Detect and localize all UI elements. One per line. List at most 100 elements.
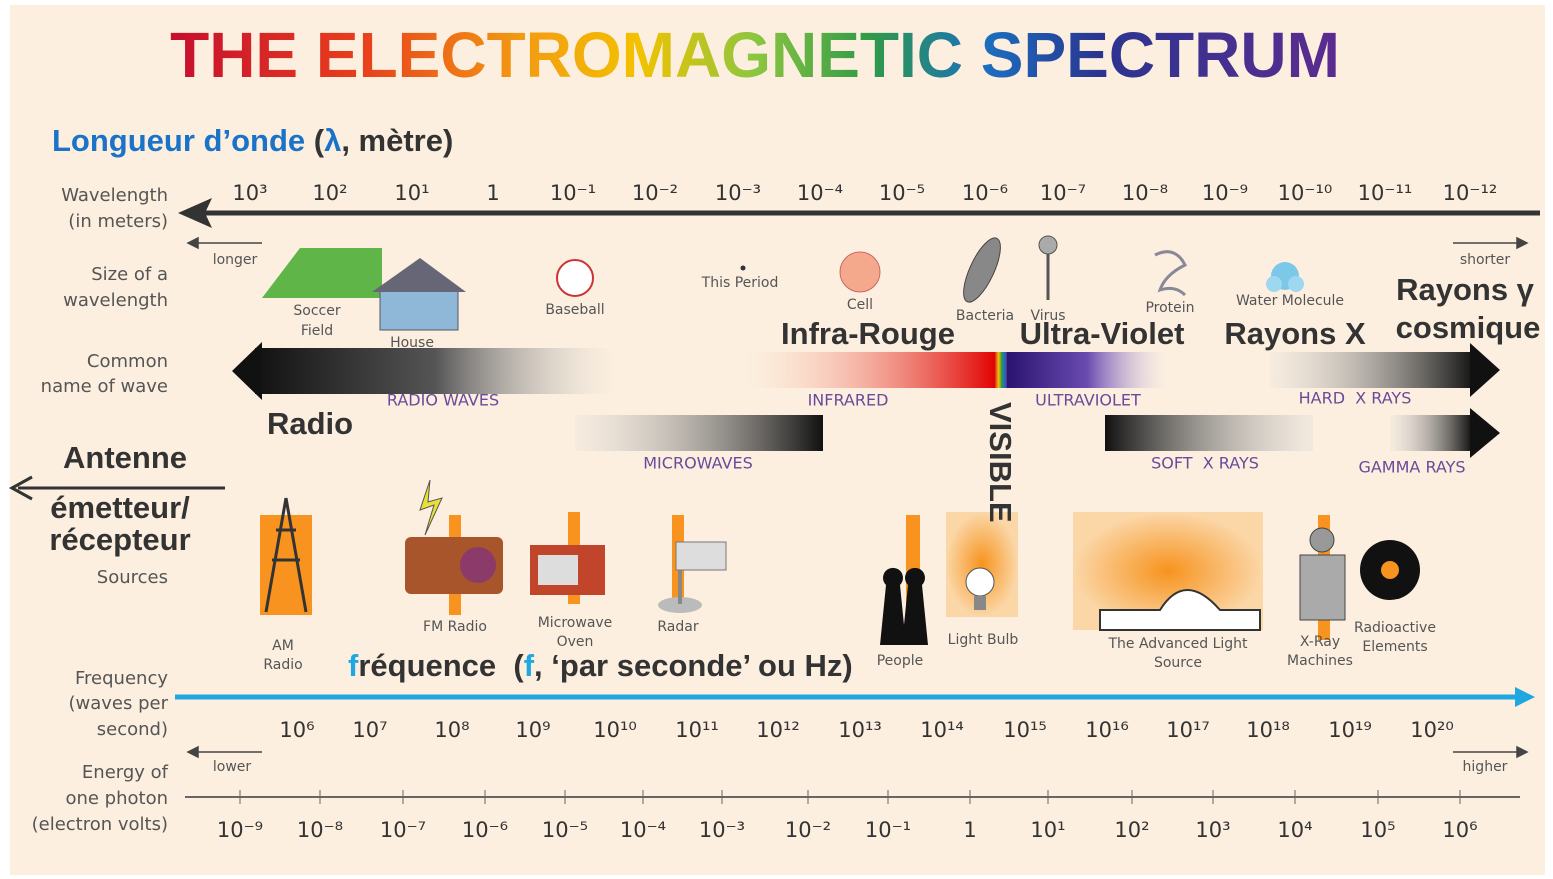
wave-label: SOFT X RAYS xyxy=(1151,454,1259,473)
frequency-tick: 10¹⁹ xyxy=(1328,718,1372,742)
direction-label: shorter xyxy=(1460,252,1511,268)
visible-label: VISIBLE xyxy=(983,402,1018,523)
frequency-tick: 10²⁰ xyxy=(1410,718,1454,742)
source-label: AM xyxy=(272,638,294,654)
row-label: name of wave xyxy=(41,376,168,397)
source-label: People xyxy=(877,653,924,669)
energy-tick-label: 1 xyxy=(963,818,976,842)
row-label: second) xyxy=(97,719,168,740)
direction-label: lower xyxy=(213,759,252,775)
wavelength-tick: 10⁻⁶ xyxy=(962,181,1008,205)
wavelength-tick: 10⁻¹² xyxy=(1443,181,1498,205)
size-label: This Period xyxy=(701,275,779,291)
wavelength-title-fr-part: , mètre) xyxy=(341,123,453,158)
frequency-tick: 10¹³ xyxy=(838,718,882,742)
frequency-tick: 10⁹ xyxy=(515,718,550,742)
size-label: Baseball xyxy=(545,302,604,318)
wavelength-title-fr-part: λ xyxy=(324,123,341,158)
energy-tick-label: 10⁻⁷ xyxy=(380,818,426,842)
wavelength-tick: 10⁻² xyxy=(632,181,678,205)
energy-tick-label: 10⁻⁶ xyxy=(462,818,508,842)
frequency-tick: 10¹⁴ xyxy=(920,718,964,742)
source-label: FM Radio xyxy=(423,619,487,635)
wave-label: RADIO WAVES xyxy=(387,391,499,410)
wavelength-tick: 10⁻¹¹ xyxy=(1358,181,1413,205)
annotation-fr: Ultra-Violet xyxy=(1020,316,1185,351)
wavelength-tick: 10⁻⁴ xyxy=(797,181,843,205)
title: THE ELECTROMAGNETIC SPECTRUM xyxy=(170,19,1340,91)
energy-tick-label: 10³ xyxy=(1195,818,1230,842)
row-label: Energy of xyxy=(82,762,169,783)
frequency-tick: 10¹⁵ xyxy=(1003,718,1047,742)
energy-tick-label: 10⁻¹ xyxy=(865,818,911,842)
row-label: Size of a xyxy=(91,264,168,285)
frequency-tick: 10¹⁷ xyxy=(1166,718,1210,742)
frequency-tick: 10⁸ xyxy=(434,718,469,742)
direction-label: longer xyxy=(213,252,258,268)
wavelength-title-fr-part: Longueur d’onde xyxy=(52,123,305,158)
source-label: Microwave xyxy=(538,615,613,631)
wavelength-tick: 10² xyxy=(312,181,347,205)
source-label: X-Ray xyxy=(1300,634,1340,650)
wave-label: MICROWAVES xyxy=(643,454,752,473)
energy-tick-label: 10⁻⁴ xyxy=(620,818,666,842)
frequency-tick: 10¹⁸ xyxy=(1246,718,1290,742)
size-label: Protein xyxy=(1145,300,1194,316)
energy-tick-label: 10⁻² xyxy=(785,818,831,842)
wavelength-tick: 1 xyxy=(486,181,499,205)
spectrum-diagram: THE ELECTROMAGNETIC SPECTRUM Wavelength (… xyxy=(0,0,1553,879)
size-label: Cell xyxy=(847,297,873,313)
frequency-title-fr-part: réquence ( xyxy=(358,648,524,683)
energy-tick-label: 10⁻⁹ xyxy=(217,818,263,842)
direction-label: higher xyxy=(1463,759,1508,775)
annotation-fr: Rayons X xyxy=(1224,316,1366,351)
annotation-fr: Infra-Rouge xyxy=(781,316,955,351)
annotation-fr: Radio xyxy=(267,406,353,441)
source-label: The Advanced Light xyxy=(1107,636,1248,652)
row-label: Frequency xyxy=(75,668,168,689)
energy-tick-label: 10⁵ xyxy=(1360,818,1395,842)
energy-tick-label: 10⁶ xyxy=(1442,818,1477,842)
size-label: Bacteria xyxy=(956,308,1014,324)
annotation-fr: récepteur xyxy=(49,522,190,557)
source-label: Machines xyxy=(1287,653,1353,669)
frequency-title-fr: fréquence (f, ‘par seconde’ ou Hz) xyxy=(348,648,853,683)
energy-tick-label: 10⁴ xyxy=(1277,818,1312,842)
frequency-tick: 10¹⁰ xyxy=(593,718,637,742)
row-label: Common xyxy=(87,351,168,372)
wavelength-tick: 10⁻⁸ xyxy=(1122,181,1168,205)
source-label: Elements xyxy=(1362,639,1427,655)
row-label: Wavelength xyxy=(61,185,168,206)
row-label: wavelength xyxy=(63,290,168,311)
wavelength-tick: 10¹ xyxy=(394,181,429,205)
source-label: Radar xyxy=(657,619,698,635)
annotation-fr: Rayons γ xyxy=(1396,272,1535,307)
wave-label: INFRARED xyxy=(808,391,889,410)
wavelength-title-fr-part: ( xyxy=(305,123,325,158)
size-label: Field xyxy=(301,323,333,339)
energy-tick-label: 10¹ xyxy=(1030,818,1065,842)
wave-label: HARD X RAYS xyxy=(1299,389,1412,408)
row-label: Sources xyxy=(97,567,168,588)
source-label: Radio xyxy=(263,657,302,673)
size-label: Soccer xyxy=(293,303,340,319)
frequency-tick: 10¹⁶ xyxy=(1085,718,1129,742)
energy-tick-label: 10² xyxy=(1114,818,1149,842)
wavelength-tick: 10⁻⁵ xyxy=(879,181,925,205)
frequency-tick: 10⁷ xyxy=(352,718,387,742)
annotation-fr: émetteur/ xyxy=(50,490,190,525)
frequency-tick: 10¹¹ xyxy=(675,718,719,742)
annotation-fr: cosmique xyxy=(1396,310,1541,345)
frequency-tick: 10⁶ xyxy=(279,718,314,742)
wavelength-title-fr: Longueur d’onde (λ, mètre) xyxy=(52,123,453,158)
frequency-tick: 10¹² xyxy=(756,718,800,742)
energy-tick-label: 10⁻⁸ xyxy=(297,818,343,842)
row-label: one photon xyxy=(65,788,168,809)
wavelength-tick: 10⁻⁷ xyxy=(1040,181,1086,205)
wavelength-tick: 10⁻¹ xyxy=(550,181,596,205)
source-label: Radioactive xyxy=(1354,620,1436,636)
source-label: Source xyxy=(1154,655,1202,671)
energy-tick-label: 10⁻⁵ xyxy=(542,818,588,842)
row-label: (electron volts) xyxy=(32,814,168,835)
wavelength-tick: 10⁻⁹ xyxy=(1202,181,1248,205)
